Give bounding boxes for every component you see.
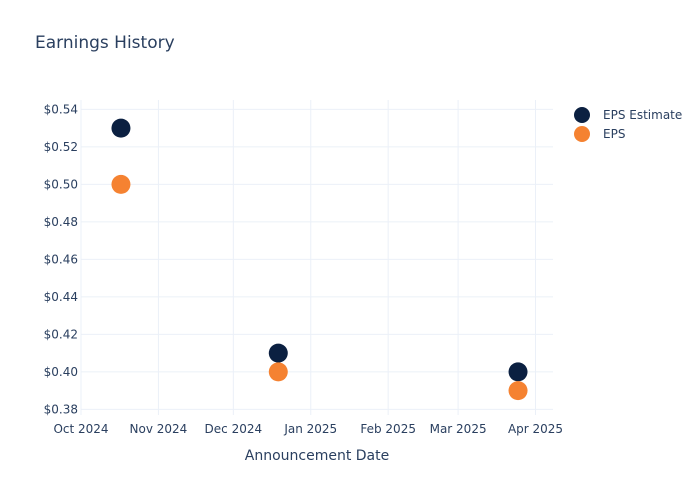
y-tick-label: $0.48 [44, 215, 78, 229]
legend-marker-eps [574, 125, 590, 142]
y-axis-ticks: $0.38 $0.40 $0.42 $0.44 $0.46 $0.48 $0.50 $0.52… [44, 102, 78, 416]
y-tick-label: $0.38 [44, 402, 78, 416]
legend-item-eps-estimate[interactable]: EPS Estimate [574, 105, 682, 124]
legend-label-eps: EPS [603, 126, 626, 141]
x-axis-label: Announcement Date [244, 448, 390, 464]
legend-marker-eps-estimate [574, 106, 590, 123]
y-tick-label: $0.52 [44, 140, 78, 154]
y-tick-label: $0.46 [44, 252, 78, 266]
data-points [111, 118, 528, 401]
x-tick-label: Oct 2024 [53, 422, 108, 436]
data-point-eps-estimate[interactable] [508, 362, 528, 382]
data-point-eps-estimate[interactable] [111, 118, 131, 138]
x-axis-ticks: Oct 2024 Nov 2024 Dec 2024 Jan 2025 Feb 2025… [53, 422, 563, 436]
legend: EPS Estimate EPS [574, 105, 682, 143]
x-tick-label: Mar 2025 [430, 422, 487, 436]
x-tick-label: Jan 2025 [283, 422, 337, 436]
x-tick-label: Feb 2025 [360, 422, 416, 436]
x-tick-label: Dec 2024 [205, 422, 263, 436]
legend-item-eps[interactable]: EPS [574, 124, 682, 143]
x-tick-label: Apr 2025 [508, 422, 563, 436]
grid [80, 100, 553, 415]
data-point-eps[interactable] [268, 362, 288, 382]
y-tick-label: $0.54 [44, 102, 78, 116]
y-tick-label: $0.42 [44, 327, 78, 341]
legend-label-eps-estimate: EPS Estimate [603, 107, 683, 122]
data-point-eps[interactable] [508, 381, 528, 401]
data-point-eps[interactable] [111, 174, 131, 194]
data-point-eps-estimate[interactable] [268, 343, 288, 363]
y-tick-label: $0.50 [44, 177, 78, 191]
chart-title: Earnings History [35, 33, 175, 53]
y-tick-label: $0.44 [44, 290, 78, 304]
x-tick-label: Nov 2024 [130, 422, 188, 436]
y-tick-label: $0.40 [44, 365, 78, 379]
